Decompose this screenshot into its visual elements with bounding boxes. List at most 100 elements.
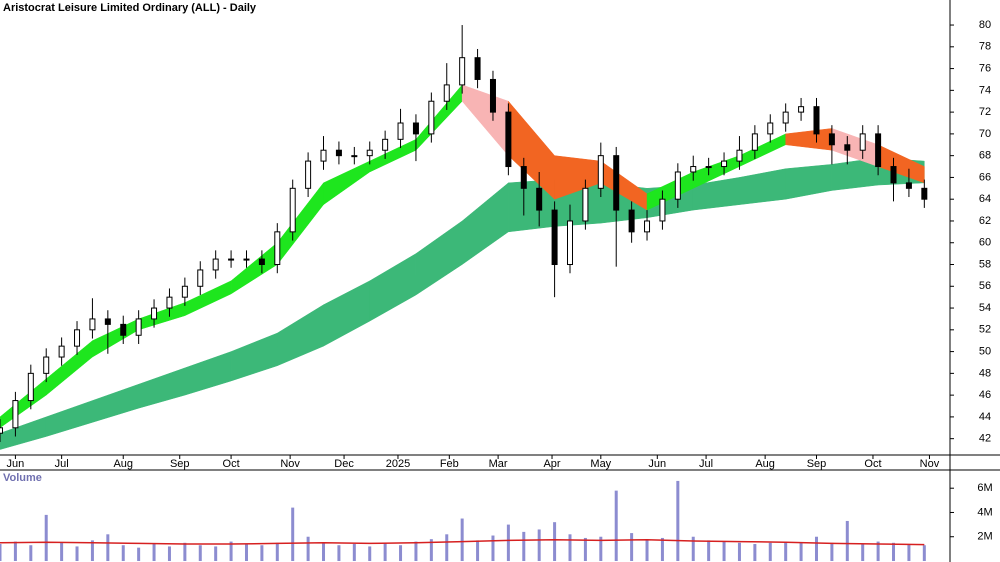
candle-body	[613, 155, 620, 211]
candle-body	[582, 187, 589, 222]
candle-body	[890, 166, 897, 184]
volume-bar	[429, 539, 433, 561]
y-tick-label: 50	[979, 345, 991, 357]
y-tick-label: 54	[979, 302, 991, 314]
volume-bar	[907, 544, 911, 561]
candle-body	[43, 356, 50, 374]
candle-body	[412, 122, 419, 135]
y-tick-label: 46	[979, 389, 991, 401]
candle-body	[27, 372, 34, 402]
candle-body	[243, 258, 250, 261]
x-tick-label: May	[590, 458, 611, 470]
volume-bar	[645, 539, 649, 561]
candle-body	[228, 258, 235, 261]
volume-bar	[553, 522, 557, 561]
candle-body	[181, 285, 188, 298]
candle-body	[274, 231, 281, 266]
volume-bar	[876, 541, 880, 561]
candle-body	[366, 149, 373, 157]
y-tick-label: 44	[979, 411, 991, 423]
volume-bar	[660, 537, 664, 561]
candle-body	[305, 160, 312, 189]
volume-bar	[60, 542, 64, 561]
candle-body	[751, 133, 758, 151]
candle-body	[104, 318, 111, 325]
volume-bar	[275, 542, 279, 561]
volume-bar	[568, 534, 572, 561]
candle-body	[459, 57, 466, 86]
y-tick-label: 68	[979, 150, 991, 162]
candle-body	[212, 258, 219, 271]
candle-body	[505, 111, 512, 168]
x-tick-label: Jun	[648, 458, 666, 470]
candle-body	[921, 187, 928, 200]
x-tick-label: 2025	[386, 458, 410, 470]
y-tick-label: 2M	[977, 531, 992, 543]
volume-bar	[106, 534, 110, 561]
volume-bar	[198, 545, 202, 561]
volume-bar	[691, 536, 695, 561]
candle-body	[258, 258, 265, 266]
candle-body	[798, 106, 805, 113]
candle-body	[0, 427, 3, 434]
candle-body	[597, 155, 604, 189]
volume-bar	[537, 529, 541, 561]
volume-bar	[167, 546, 171, 561]
volume-title: Volume	[3, 472, 42, 484]
candle-body	[351, 155, 358, 158]
candle-body	[135, 318, 142, 336]
x-tick-label: Aug	[755, 458, 775, 470]
volume-bar	[352, 544, 356, 561]
y-tick-label: 6M	[977, 482, 992, 494]
candle-body	[12, 400, 19, 429]
y-tick-label: 66	[979, 171, 991, 183]
volume-bar	[845, 520, 849, 561]
volume-bar	[399, 545, 403, 561]
x-tick-label: Jul	[55, 458, 69, 470]
y-tick-label: 4M	[977, 506, 992, 518]
candle-body	[151, 307, 158, 320]
volume-bar	[799, 542, 803, 561]
volume-bar	[599, 536, 603, 561]
candle-body	[397, 122, 404, 140]
candle-body	[320, 149, 327, 162]
volume-average	[0, 539, 925, 546]
volume-bar	[506, 524, 510, 561]
x-tick-label: Jun	[7, 458, 25, 470]
volume-bar	[214, 546, 218, 561]
volume-bar	[183, 542, 187, 561]
y-tick-label: 48	[979, 367, 991, 379]
volume-bar	[753, 544, 757, 561]
candle-body	[536, 187, 543, 211]
candle-body	[859, 133, 866, 151]
volume-bar	[368, 546, 372, 561]
candle-body	[844, 144, 851, 151]
y-tick-label: 42	[979, 433, 991, 445]
volume-bar	[830, 542, 834, 561]
volume-bar	[768, 542, 772, 561]
candle-body	[813, 106, 820, 135]
candle-body	[166, 296, 173, 309]
volume-bar	[260, 545, 264, 561]
x-tick-label: Feb	[440, 458, 459, 470]
y-tick-label: 78	[979, 41, 991, 53]
candle-body	[782, 111, 789, 124]
candle-body	[382, 138, 389, 151]
volume-bar	[291, 507, 295, 561]
candle-body	[520, 166, 527, 189]
candle-body	[875, 133, 882, 168]
volume-bar	[414, 541, 418, 561]
candle-body	[89, 318, 96, 331]
volume-bar	[784, 541, 788, 561]
volume-bar	[152, 544, 156, 561]
chart-title: Aristocrat Leisure Limited Ordinary (ALL…	[3, 2, 257, 14]
candle-body	[58, 345, 65, 358]
volume-bar	[522, 531, 526, 561]
volume-bar	[445, 534, 449, 561]
volume-bar	[337, 545, 341, 561]
volume-bar	[90, 540, 94, 561]
candle-body	[197, 269, 204, 287]
volume-bar	[229, 541, 233, 561]
x-tick-label: Oct	[223, 458, 240, 470]
x-tick-label: Oct	[864, 458, 881, 470]
